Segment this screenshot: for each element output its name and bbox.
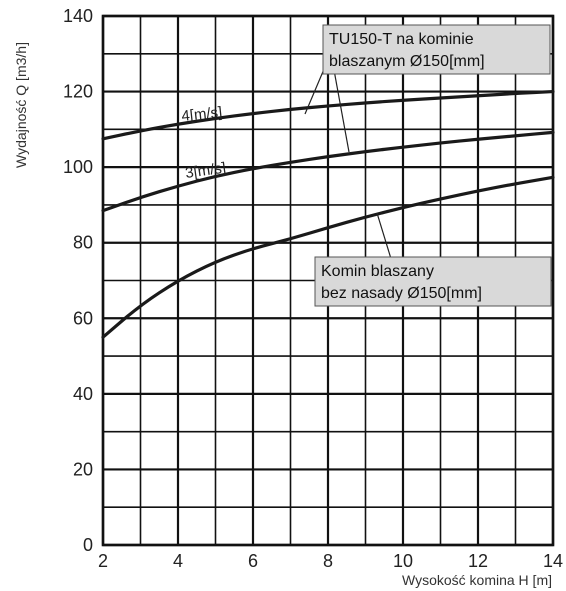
y-tick-label: 0 (83, 535, 93, 555)
y-tick-label: 40 (73, 384, 93, 404)
x-tick-label: 6 (248, 551, 258, 571)
series-line-0 (101, 89, 555, 141)
x-axis-label: Wysokość komina H [m] (402, 572, 552, 588)
annotation-tu150t-line2: blaszanym Ø150[mm] (329, 53, 485, 70)
annotation-tu150t: TU150-T na kominie blaszanym Ø150[mm] (304, 24, 551, 153)
y-tick-label: 100 (63, 157, 93, 177)
y-tick-label: 60 (73, 308, 93, 328)
series-line-1 (101, 130, 555, 213)
y-axis-label: Wydajność Q [m3/h] (13, 42, 29, 168)
y-tick-label: 20 (73, 459, 93, 479)
annotation-komin-line1: Komin blaszany (321, 263, 434, 280)
x-tick-label: 14 (543, 551, 563, 571)
curve-label-3ms: 3[m/s] (184, 159, 227, 182)
x-tick-label: 4 (173, 551, 183, 571)
y-tick-label: 80 (73, 233, 93, 253)
annotation-komin: Komin blaszany bez nasady Ø150[mm] (314, 212, 552, 307)
curve-label-4ms: 4[m/s] (181, 104, 223, 125)
series-line-2 (101, 175, 555, 339)
x-tick-label: 10 (393, 551, 413, 571)
series-group (101, 89, 555, 339)
plot-border (101, 14, 555, 547)
x-tick-label: 12 (468, 551, 488, 571)
x-tick-label: 2 (98, 551, 108, 571)
annotation-komin-line2: bez nasady Ø150[mm] (321, 285, 482, 302)
plot-frame (101, 14, 555, 547)
y-tick-label: 140 (63, 6, 93, 26)
annotation-tu150t-line1: TU150-T na kominie (329, 31, 474, 48)
x-tick-label: 8 (323, 551, 333, 571)
y-tick-label: 120 (63, 82, 93, 102)
